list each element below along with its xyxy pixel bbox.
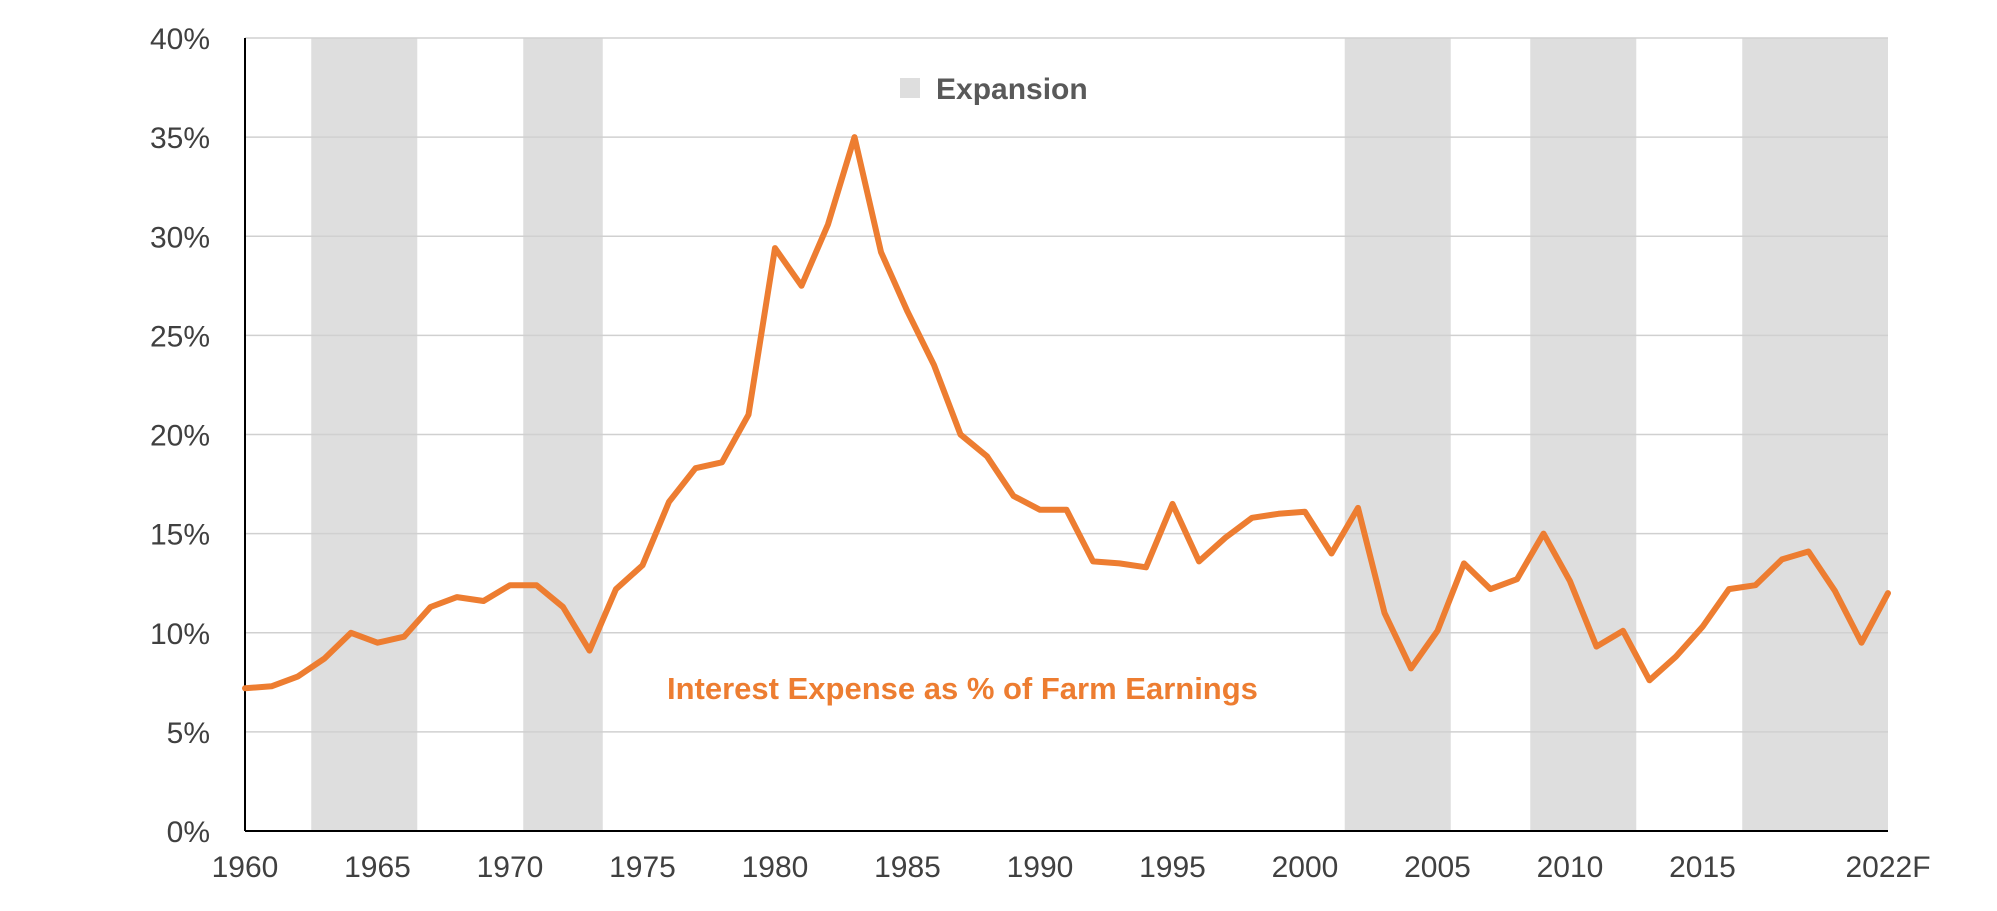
- y-tick-label: 0%: [167, 816, 210, 849]
- y-tick-label: 20%: [150, 420, 210, 453]
- x-tick-label: 1960: [212, 851, 279, 884]
- x-tick-label: 1970: [477, 851, 544, 884]
- x-tick-label: 2005: [1404, 851, 1471, 884]
- y-tick-label: 35%: [150, 122, 210, 155]
- y-tick-label: 5%: [167, 717, 210, 750]
- axes-layer: [244, 38, 1888, 832]
- series-line-0: [242, 134, 1891, 692]
- x-tick-label: 1985: [874, 851, 941, 884]
- x-tick-label: 2022F: [1845, 851, 1930, 884]
- x-tick-label: 1995: [1139, 851, 1206, 884]
- x-tick-label: 1990: [1007, 851, 1074, 884]
- x-tick-label: 2010: [1537, 851, 1604, 884]
- legend-swatch-expansion: [900, 78, 920, 98]
- y-tick-label: 25%: [150, 320, 210, 353]
- gridlines-layer: [245, 37, 1888, 733]
- x-tick-label: 2000: [1272, 851, 1339, 884]
- x-tick-labels: 1960 1965 1970 1975 1980 1985 1990 1995 2000 2005…: [212, 851, 1931, 884]
- series-layer: [242, 134, 1891, 692]
- series-label: Interest Expense as % of Farm Earnings: [667, 671, 1258, 706]
- y-tick-label: 10%: [150, 618, 210, 651]
- x-tick-label: 1965: [344, 851, 411, 884]
- x-tick-label: 2015: [1669, 851, 1736, 884]
- y-tick-label: 40%: [150, 23, 210, 56]
- y-tick-label: 30%: [150, 221, 210, 254]
- x-tick-label: 1980: [742, 851, 809, 884]
- y-tick-labels: 0% 5% 10% 15% 20% 25% 30% 35% 40%: [150, 23, 210, 849]
- y-tick-label: 15%: [150, 519, 210, 552]
- x-tick-label: 1975: [609, 851, 676, 884]
- legend: Expansion: [900, 73, 1088, 106]
- legend-label-expansion: Expansion: [936, 73, 1088, 106]
